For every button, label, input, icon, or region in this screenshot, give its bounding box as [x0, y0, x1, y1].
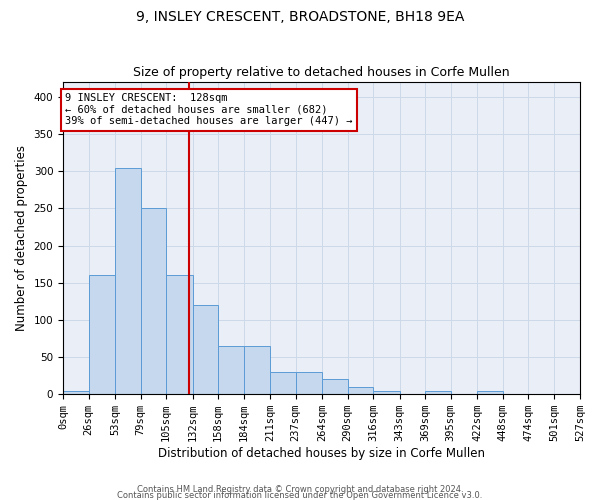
Y-axis label: Number of detached properties: Number of detached properties	[15, 145, 28, 331]
Text: Contains HM Land Registry data © Crown copyright and database right 2024.: Contains HM Land Registry data © Crown c…	[137, 484, 463, 494]
Text: 9, INSLEY CRESCENT, BROADSTONE, BH18 9EA: 9, INSLEY CRESCENT, BROADSTONE, BH18 9EA	[136, 10, 464, 24]
Bar	[477, 390, 503, 394]
Bar	[425, 390, 451, 394]
Bar	[193, 305, 218, 394]
Bar	[115, 168, 140, 394]
Title: Size of property relative to detached houses in Corfe Mullen: Size of property relative to detached ho…	[133, 66, 510, 80]
X-axis label: Distribution of detached houses by size in Corfe Mullen: Distribution of detached houses by size …	[158, 447, 485, 460]
Text: Contains public sector information licensed under the Open Government Licence v3: Contains public sector information licen…	[118, 490, 482, 500]
Bar	[63, 390, 89, 394]
Text: 9 INSLEY CRESCENT:  128sqm
← 60% of detached houses are smaller (682)
39% of sem: 9 INSLEY CRESCENT: 128sqm ← 60% of detac…	[65, 93, 352, 126]
Bar	[373, 390, 400, 394]
Bar	[347, 387, 373, 394]
Bar	[218, 346, 244, 394]
Bar	[296, 372, 322, 394]
Bar	[89, 276, 115, 394]
Bar	[166, 276, 193, 394]
Bar	[322, 380, 347, 394]
Bar	[140, 208, 166, 394]
Bar	[270, 372, 296, 394]
Bar	[244, 346, 270, 394]
